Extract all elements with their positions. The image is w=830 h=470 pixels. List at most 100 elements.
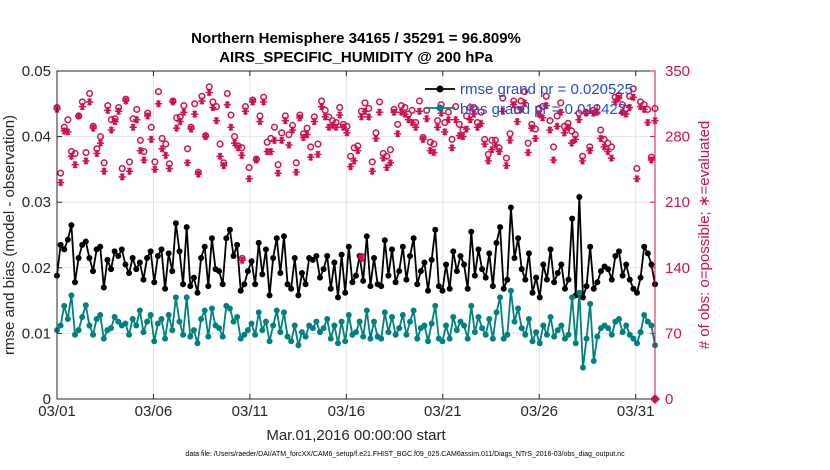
evaluated-obs-point: [292, 168, 300, 176]
possible-obs-point: [216, 140, 224, 148]
bias-point: [230, 318, 237, 325]
evaluated-obs-point: [100, 167, 108, 175]
rmse-point: [421, 259, 428, 266]
rmse-point: [284, 281, 291, 288]
possible-obs-point: [470, 103, 478, 112]
bias-point: [410, 307, 417, 314]
rmse-point: [367, 283, 374, 290]
rmse-point: [493, 239, 500, 246]
possible-obs-point: [557, 99, 565, 107]
evaluated-obs-point: [528, 124, 536, 132]
evaluated-obs-point: [491, 141, 500, 149]
legend-rmse-label: rmse grand pr = 0.020525: [460, 81, 633, 98]
bias-point: [533, 329, 540, 336]
evaluated-obs-point: [560, 129, 568, 137]
possible-obs-point: [278, 129, 286, 137]
possible-obs-point: [82, 148, 90, 157]
evaluated-obs-point: [495, 147, 503, 156]
bias-point: [284, 333, 291, 340]
bias-point: [226, 305, 233, 312]
bias-point: [428, 320, 435, 327]
evaluated-obs-point: [93, 149, 101, 158]
evaluated-obs-point: [459, 133, 467, 141]
rmse-point: [255, 239, 262, 246]
rmse-point: [136, 259, 143, 266]
bias-point: [345, 312, 352, 319]
rmse-point: [540, 261, 547, 268]
rmse-point: [277, 270, 284, 277]
evaluated-obs-point: [220, 162, 228, 170]
bias-point: [64, 315, 71, 322]
bias-point: [587, 300, 594, 307]
evaluated-obs-point: [118, 173, 126, 181]
bias-point: [389, 314, 396, 320]
rmse-point: [187, 283, 194, 290]
bias-point: [446, 335, 453, 342]
bias-point: [500, 335, 507, 342]
rmse-point: [529, 289, 536, 296]
rmse-point: [165, 250, 172, 257]
bias-point: [464, 335, 471, 342]
evaluated-obs-point: [122, 97, 130, 105]
bias-point: [108, 325, 115, 332]
rmse-point: [86, 254, 93, 261]
x-tick-label: 03/01: [38, 403, 76, 420]
rmse-point: [587, 243, 594, 250]
possible-obs-point: [347, 152, 355, 160]
ticks: 03/01 03/06 03/11 03/16 03/21 03/26 03/31 0 0.01…: [22, 63, 690, 420]
possible-obs-point: [180, 102, 188, 110]
x-tick-label: 03/31: [617, 403, 655, 420]
rmse-point: [583, 283, 590, 290]
rmse-point: [75, 254, 82, 261]
rmse-point: [208, 235, 215, 242]
evaluated-obs-point: [230, 139, 239, 147]
rmse-point: [385, 272, 392, 279]
rmse-point: [280, 233, 287, 240]
evaluated-obs-point: [173, 124, 181, 132]
bias-point: [381, 309, 388, 316]
rmse-point: [334, 294, 341, 301]
rmse-point: [61, 246, 68, 253]
bias-point: [421, 322, 428, 329]
possible-obs-point: [542, 92, 550, 100]
bias-point: [399, 312, 406, 319]
bias-point: [208, 305, 215, 312]
evaluated-obs-point: [136, 147, 144, 155]
rmse-point: [641, 243, 648, 250]
evaluated-obs-point: [626, 103, 634, 112]
bias-point: [637, 329, 644, 336]
evaluated-obs-point: [350, 157, 358, 165]
bias-point: [255, 309, 262, 316]
bias-point: [324, 315, 331, 322]
evaluated-obs-point: [151, 165, 159, 173]
bias-point: [363, 307, 370, 314]
evaluated-obs-point: [535, 110, 543, 118]
possible-obs-point: [604, 139, 612, 147]
possible-obs-point: [386, 146, 394, 154]
rmse-point: [248, 258, 255, 265]
bias-point: [61, 302, 68, 309]
bias-point: [115, 318, 122, 325]
rmse-point: [630, 285, 637, 292]
rmse-point: [381, 237, 388, 244]
bias-point: [165, 312, 172, 319]
possible-obs-point: [433, 117, 442, 125]
rmse-point: [72, 279, 79, 286]
bias-point: [565, 331, 572, 338]
bias-point: [126, 331, 133, 338]
x-tick-label: 03/06: [135, 403, 173, 420]
evaluated-obs-point: [201, 133, 210, 141]
y2-tick-label: 280: [665, 129, 690, 146]
bias-point: [133, 322, 140, 329]
rmse-point: [576, 193, 583, 200]
rmse-point: [648, 261, 655, 268]
possible-obs-point: [524, 139, 532, 147]
possible-obs-point: [158, 134, 166, 143]
evaluated-obs-point: [419, 135, 427, 144]
bias-point: [262, 318, 269, 325]
series-layer: [53, 83, 659, 371]
evaluated-obs-point: [644, 118, 652, 127]
rmse-point: [565, 276, 572, 283]
bias-point: [367, 335, 374, 342]
possible-obs-point: [401, 103, 409, 112]
